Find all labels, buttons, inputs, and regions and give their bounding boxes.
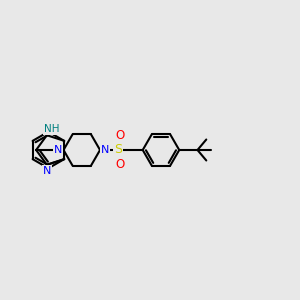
Text: N: N — [54, 145, 62, 155]
Text: NH: NH — [44, 124, 59, 134]
Text: N: N — [101, 145, 110, 155]
Text: N: N — [43, 166, 51, 176]
Text: O: O — [115, 158, 124, 171]
Text: O: O — [115, 129, 124, 142]
Text: S: S — [114, 143, 122, 157]
